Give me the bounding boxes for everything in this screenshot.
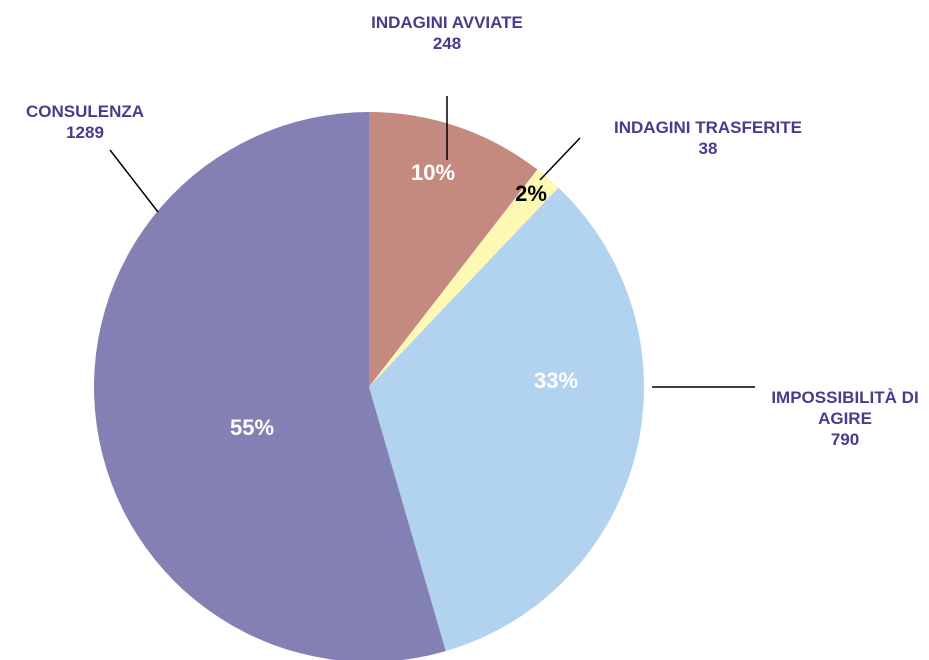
leader-line xyxy=(109,149,159,213)
category-value: 1289 xyxy=(66,123,104,142)
category-label: INDAGINI AVVIATE 248 xyxy=(317,12,577,54)
category-label: CONSULENZA 1289 xyxy=(0,101,185,143)
pie-slice xyxy=(94,112,446,660)
category-value: 790 xyxy=(830,430,860,449)
category-name: INDAGINI TRASFERITE xyxy=(614,118,802,137)
percent-label: 55% xyxy=(230,415,274,440)
category-name: IMPOSSIBILITÀ DI AGIRE xyxy=(771,388,919,428)
percent-label: 2% xyxy=(515,181,547,206)
category-name: CONSULENZA xyxy=(25,102,145,121)
category-value: 248 xyxy=(432,34,462,53)
percent-label: 33% xyxy=(534,368,578,393)
category-name: INDAGINI AVVIATE xyxy=(371,13,523,32)
percent-label: 10% xyxy=(411,160,455,185)
pie-slice xyxy=(369,187,645,652)
pie-slice xyxy=(369,112,538,387)
pie-slice xyxy=(369,169,559,387)
category-label: IMPOSSIBILITÀ DI AGIRE 790 xyxy=(770,387,920,450)
category-label: INDAGINI TRASFERITE 38 xyxy=(558,117,858,159)
category-value: 38 xyxy=(698,139,718,158)
leader-line xyxy=(539,137,581,181)
